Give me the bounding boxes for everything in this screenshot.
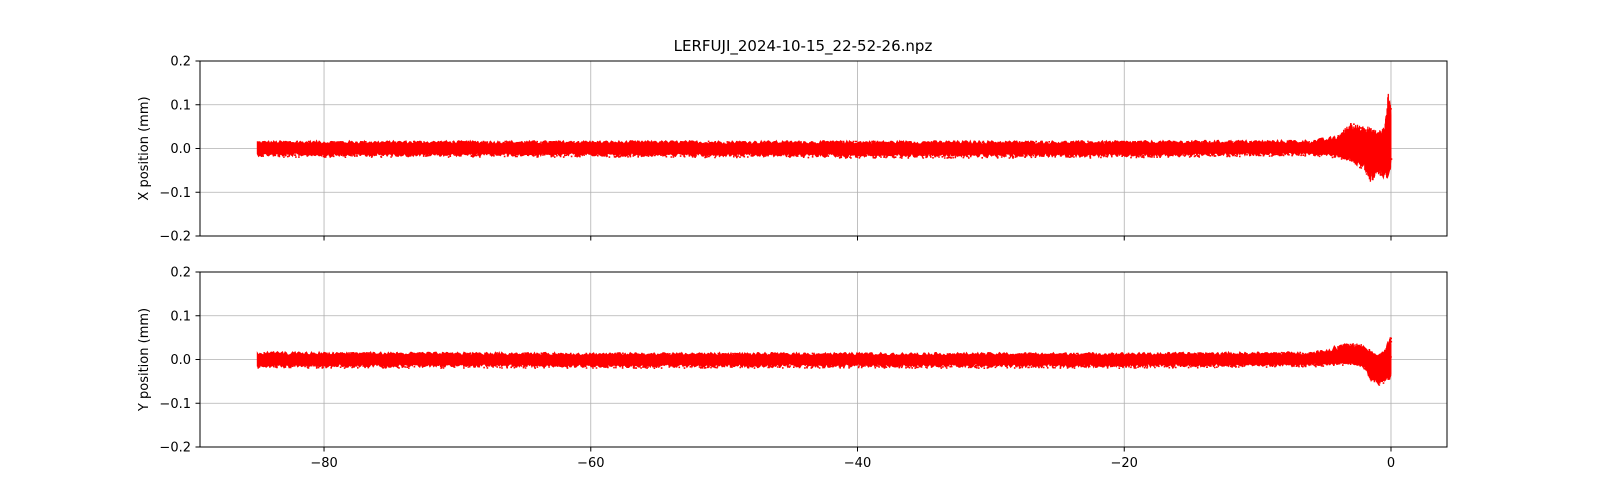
y-tick-label: −0.1: [159, 186, 191, 201]
y-tick-label: 0.1: [170, 98, 191, 113]
y-tick-label: −0.1: [159, 397, 191, 412]
data-band: [256, 338, 1392, 386]
y-axis-label: X position (mm): [137, 96, 152, 200]
x-tick-label: −20: [1111, 456, 1138, 471]
x-tick-label: 0: [1387, 456, 1395, 471]
y-tick-label: −0.2: [159, 230, 191, 245]
y-tick-label: 0.1: [170, 309, 191, 324]
data-points: [257, 108, 1393, 178]
y-tick-label: −0.2: [159, 441, 191, 456]
data-spikes: [1336, 93, 1392, 182]
data-series: [256, 337, 1393, 386]
y-tick-label: 0.2: [170, 266, 191, 281]
y-tick-label: 0.0: [170, 142, 191, 157]
x-tick-label: −60: [577, 456, 604, 471]
data-series: [256, 93, 1393, 182]
x-tick-label: −80: [310, 456, 337, 471]
y-tick-label: 0.0: [170, 353, 191, 368]
data-band: [256, 99, 1392, 180]
x-tick-label: −40: [844, 456, 871, 471]
figure-title: LERFUJI_2024-10-15_22-52-26.npz: [674, 37, 933, 56]
x-position-axes: −0.2 −0.1 0.0 0.1 0.2 X position (mm): [137, 55, 1448, 245]
y-position-axes: −80 −60 −40 −20 0 −0.2 −0.1 0.0 0.1 0.2 Y position…: [137, 266, 1448, 471]
y-axis-label: Y position (mm): [137, 308, 152, 412]
data-spikes: [1336, 338, 1392, 384]
y-tick-label: 0.2: [170, 55, 191, 70]
